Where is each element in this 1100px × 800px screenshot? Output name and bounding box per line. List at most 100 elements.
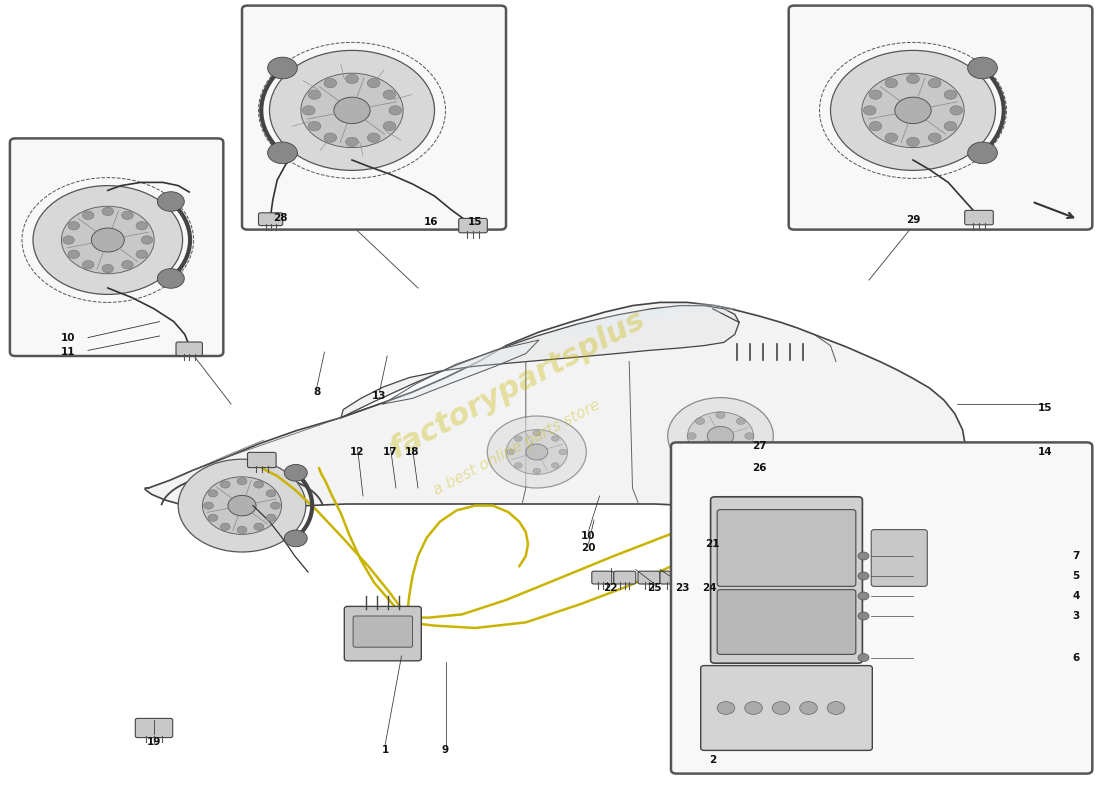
- Circle shape: [301, 73, 403, 147]
- Circle shape: [736, 447, 746, 454]
- FancyBboxPatch shape: [135, 718, 173, 738]
- Text: 22: 22: [603, 583, 618, 593]
- Circle shape: [877, 490, 887, 497]
- Circle shape: [367, 133, 380, 142]
- Text: 15: 15: [1037, 403, 1053, 413]
- Circle shape: [532, 468, 541, 474]
- Circle shape: [716, 454, 725, 460]
- Circle shape: [68, 250, 79, 258]
- Circle shape: [33, 186, 183, 294]
- Text: 6: 6: [1072, 653, 1079, 662]
- Text: 17: 17: [383, 447, 398, 457]
- Circle shape: [968, 142, 998, 164]
- Circle shape: [136, 250, 147, 258]
- FancyBboxPatch shape: [638, 571, 660, 584]
- Circle shape: [858, 612, 869, 620]
- Text: 5: 5: [1072, 571, 1079, 581]
- FancyBboxPatch shape: [10, 138, 223, 356]
- Text: 1: 1: [382, 746, 388, 755]
- Circle shape: [848, 526, 857, 534]
- Circle shape: [506, 430, 568, 474]
- Text: 19: 19: [146, 738, 162, 747]
- Circle shape: [324, 78, 337, 88]
- Polygon shape: [383, 340, 539, 404]
- Circle shape: [208, 490, 218, 497]
- Circle shape: [487, 416, 586, 488]
- Text: 3: 3: [1072, 611, 1079, 621]
- Circle shape: [559, 450, 566, 454]
- FancyBboxPatch shape: [258, 213, 283, 226]
- Circle shape: [204, 502, 213, 509]
- Circle shape: [848, 478, 857, 485]
- Text: 29: 29: [905, 215, 921, 225]
- Circle shape: [68, 222, 79, 230]
- Circle shape: [302, 106, 315, 115]
- Text: 27: 27: [751, 442, 767, 451]
- FancyBboxPatch shape: [682, 531, 726, 554]
- Polygon shape: [636, 304, 735, 317]
- Polygon shape: [341, 306, 739, 418]
- Circle shape: [745, 702, 762, 714]
- Circle shape: [858, 654, 869, 662]
- FancyBboxPatch shape: [706, 473, 746, 490]
- Circle shape: [515, 436, 522, 442]
- Circle shape: [202, 477, 282, 534]
- FancyBboxPatch shape: [789, 6, 1092, 230]
- Circle shape: [334, 97, 370, 123]
- Circle shape: [688, 412, 754, 460]
- FancyBboxPatch shape: [701, 666, 872, 750]
- Circle shape: [928, 133, 940, 142]
- Text: 28: 28: [273, 213, 288, 222]
- Text: 4: 4: [1072, 591, 1079, 601]
- Circle shape: [266, 514, 276, 522]
- Circle shape: [515, 462, 522, 468]
- Text: 24: 24: [702, 583, 717, 593]
- Circle shape: [284, 530, 307, 546]
- Text: 11: 11: [60, 347, 76, 357]
- Circle shape: [830, 523, 840, 530]
- FancyBboxPatch shape: [459, 218, 487, 233]
- Circle shape: [270, 50, 434, 170]
- Circle shape: [551, 462, 559, 468]
- Circle shape: [102, 207, 113, 216]
- Circle shape: [238, 478, 246, 485]
- Text: 2: 2: [710, 755, 716, 765]
- FancyBboxPatch shape: [592, 571, 614, 584]
- Text: 23: 23: [674, 583, 690, 593]
- Circle shape: [716, 412, 725, 418]
- Circle shape: [345, 74, 359, 83]
- Circle shape: [62, 206, 154, 274]
- FancyBboxPatch shape: [344, 606, 421, 661]
- Text: 7: 7: [1072, 551, 1079, 561]
- Circle shape: [865, 523, 874, 530]
- Circle shape: [818, 514, 828, 522]
- Circle shape: [532, 430, 541, 436]
- Circle shape: [178, 459, 306, 552]
- FancyBboxPatch shape: [871, 530, 927, 586]
- Circle shape: [157, 269, 185, 288]
- Circle shape: [869, 122, 882, 130]
- Circle shape: [284, 465, 307, 481]
- Circle shape: [383, 90, 396, 99]
- Circle shape: [254, 523, 264, 530]
- FancyBboxPatch shape: [717, 590, 856, 654]
- Text: 10: 10: [60, 333, 76, 342]
- Circle shape: [238, 526, 246, 534]
- Text: 18: 18: [405, 447, 420, 457]
- Circle shape: [707, 426, 734, 446]
- Circle shape: [968, 57, 998, 78]
- Circle shape: [157, 192, 185, 211]
- Circle shape: [141, 236, 153, 244]
- FancyBboxPatch shape: [353, 616, 412, 647]
- Circle shape: [82, 261, 94, 269]
- Text: 10: 10: [581, 531, 596, 541]
- FancyBboxPatch shape: [176, 342, 202, 355]
- Circle shape: [367, 78, 380, 88]
- Circle shape: [886, 78, 898, 88]
- Circle shape: [858, 572, 869, 580]
- Circle shape: [906, 138, 920, 146]
- Circle shape: [220, 523, 230, 530]
- Circle shape: [389, 106, 402, 115]
- Circle shape: [800, 702, 817, 714]
- Text: 16: 16: [424, 218, 439, 227]
